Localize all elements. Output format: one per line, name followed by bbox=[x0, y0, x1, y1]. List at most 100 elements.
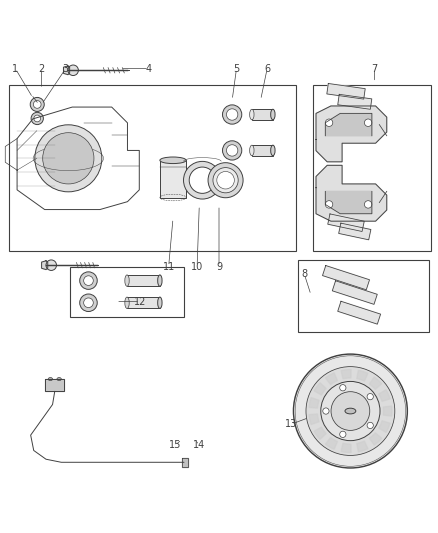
Polygon shape bbox=[309, 414, 319, 425]
Ellipse shape bbox=[250, 109, 254, 120]
Ellipse shape bbox=[271, 145, 275, 156]
Bar bbox=[252, 109, 273, 120]
Circle shape bbox=[213, 167, 238, 193]
Polygon shape bbox=[325, 114, 372, 136]
Circle shape bbox=[68, 65, 78, 76]
Text: 4: 4 bbox=[146, 63, 152, 74]
Circle shape bbox=[367, 393, 373, 400]
Circle shape bbox=[30, 98, 44, 111]
Polygon shape bbox=[332, 281, 377, 304]
Ellipse shape bbox=[125, 297, 129, 309]
Text: 9: 9 bbox=[216, 262, 222, 271]
Ellipse shape bbox=[250, 145, 254, 156]
Polygon shape bbox=[316, 106, 387, 162]
Circle shape bbox=[217, 172, 234, 189]
Circle shape bbox=[84, 276, 93, 286]
Circle shape bbox=[42, 133, 94, 184]
Polygon shape bbox=[341, 369, 351, 379]
Polygon shape bbox=[369, 433, 382, 445]
Circle shape bbox=[321, 382, 380, 441]
Bar bbox=[298, 260, 429, 332]
Ellipse shape bbox=[57, 377, 61, 381]
Ellipse shape bbox=[158, 297, 162, 309]
Bar bbox=[127, 297, 160, 309]
Ellipse shape bbox=[48, 377, 53, 381]
Polygon shape bbox=[325, 191, 372, 214]
Polygon shape bbox=[316, 165, 387, 221]
Circle shape bbox=[208, 163, 243, 198]
Circle shape bbox=[306, 367, 395, 456]
Bar bbox=[9, 85, 296, 251]
Polygon shape bbox=[325, 438, 338, 449]
Polygon shape bbox=[339, 223, 371, 240]
Polygon shape bbox=[338, 94, 372, 109]
Polygon shape bbox=[327, 84, 365, 99]
Bar bbox=[127, 275, 160, 286]
Circle shape bbox=[340, 431, 346, 438]
Ellipse shape bbox=[158, 275, 162, 286]
Circle shape bbox=[34, 115, 41, 122]
Circle shape bbox=[189, 167, 215, 193]
Circle shape bbox=[293, 354, 407, 468]
Polygon shape bbox=[338, 301, 381, 324]
Polygon shape bbox=[369, 377, 382, 390]
Ellipse shape bbox=[271, 109, 275, 120]
Bar bbox=[70, 266, 184, 317]
Polygon shape bbox=[322, 265, 370, 290]
Circle shape bbox=[223, 105, 242, 124]
Circle shape bbox=[223, 141, 242, 160]
Circle shape bbox=[325, 119, 333, 126]
Text: 6: 6 bbox=[264, 63, 270, 74]
Circle shape bbox=[364, 119, 372, 126]
Bar bbox=[252, 145, 273, 156]
Circle shape bbox=[331, 392, 370, 431]
Circle shape bbox=[80, 272, 97, 289]
Polygon shape bbox=[357, 441, 368, 452]
Circle shape bbox=[340, 385, 346, 391]
Circle shape bbox=[35, 125, 102, 192]
Circle shape bbox=[367, 422, 373, 429]
Circle shape bbox=[46, 260, 57, 270]
Polygon shape bbox=[42, 261, 48, 270]
Circle shape bbox=[84, 298, 93, 308]
Bar bbox=[313, 85, 431, 251]
Text: 2: 2 bbox=[39, 63, 45, 74]
Text: 1: 1 bbox=[12, 63, 18, 74]
Text: 12: 12 bbox=[134, 296, 146, 306]
Circle shape bbox=[80, 294, 97, 311]
Circle shape bbox=[31, 112, 43, 125]
Polygon shape bbox=[182, 458, 188, 467]
Polygon shape bbox=[325, 373, 338, 385]
Circle shape bbox=[364, 201, 372, 208]
Ellipse shape bbox=[345, 408, 356, 414]
Text: 8: 8 bbox=[301, 269, 307, 279]
Bar bbox=[160, 160, 186, 198]
Text: 10: 10 bbox=[191, 262, 203, 271]
Polygon shape bbox=[309, 398, 319, 408]
Circle shape bbox=[295, 356, 406, 466]
Circle shape bbox=[325, 201, 333, 208]
Polygon shape bbox=[64, 66, 70, 75]
Polygon shape bbox=[45, 379, 64, 391]
Text: 15: 15 bbox=[169, 440, 181, 450]
Polygon shape bbox=[357, 370, 368, 381]
Circle shape bbox=[226, 109, 238, 120]
Polygon shape bbox=[379, 390, 390, 401]
Polygon shape bbox=[314, 383, 326, 395]
Text: 11: 11 bbox=[162, 262, 175, 271]
Ellipse shape bbox=[160, 157, 186, 164]
Text: 14: 14 bbox=[193, 440, 205, 450]
Text: 3: 3 bbox=[63, 63, 69, 74]
Text: 7: 7 bbox=[371, 63, 378, 74]
Circle shape bbox=[33, 101, 41, 108]
Polygon shape bbox=[383, 406, 392, 416]
Circle shape bbox=[184, 161, 221, 199]
Circle shape bbox=[226, 145, 238, 156]
Text: 5: 5 bbox=[233, 63, 240, 74]
Text: 13: 13 bbox=[285, 419, 297, 429]
Polygon shape bbox=[341, 443, 351, 453]
Polygon shape bbox=[314, 427, 326, 439]
Polygon shape bbox=[379, 421, 390, 432]
Polygon shape bbox=[328, 214, 364, 231]
Ellipse shape bbox=[125, 275, 129, 286]
